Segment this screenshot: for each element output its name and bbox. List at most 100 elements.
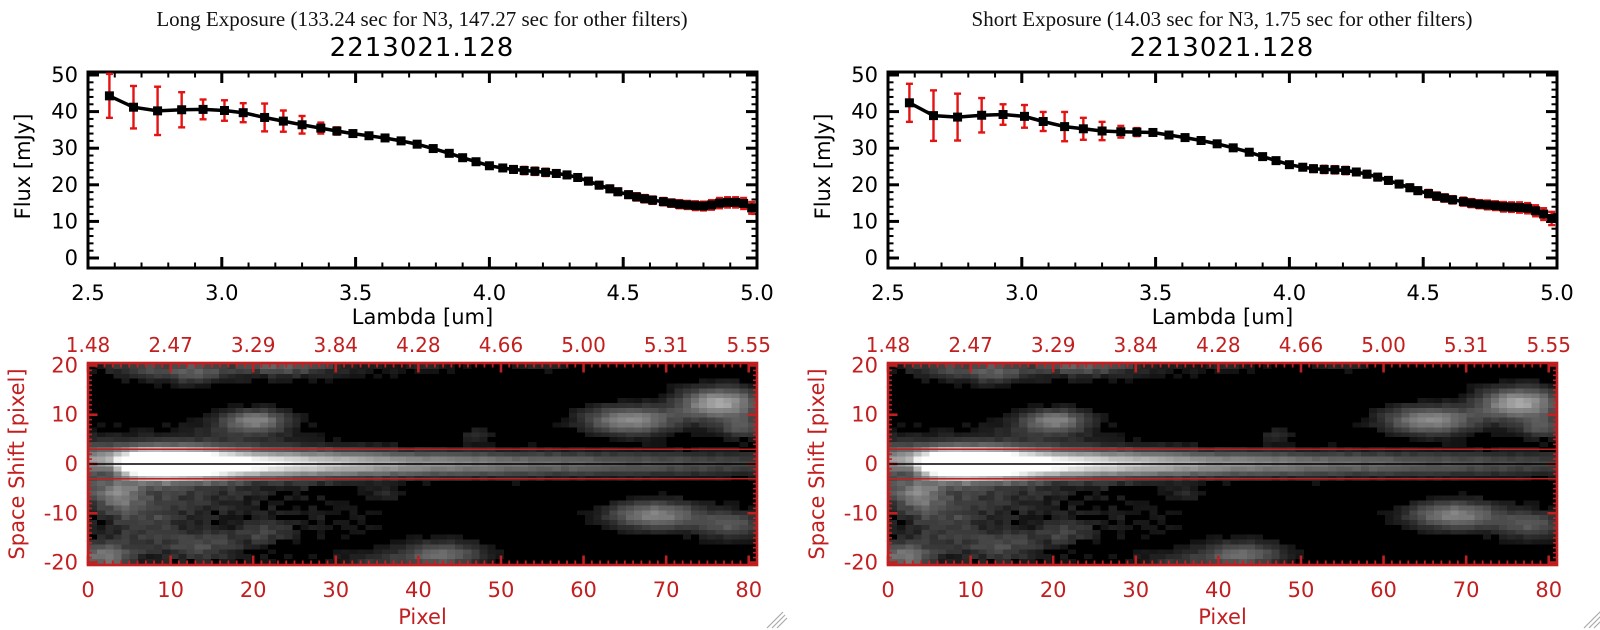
error-bars — [905, 82, 1556, 227]
y-tick-label: 40 — [51, 100, 78, 124]
space-shift-tick-label: -20 — [44, 551, 78, 575]
x-axis-title: Lambda [um] — [352, 305, 493, 329]
y-tick-label: 30 — [51, 136, 78, 160]
space-shift-tick-label: 0 — [865, 452, 878, 476]
pixel-tick-label: 0 — [881, 578, 894, 602]
observation-id-label: 2213021.128 — [329, 33, 515, 63]
spectrum-plot: 2.5 3.0 3.5 4.0 4.5 5.0 0 10 20 30 40 50 Lambda [um]… — [811, 63, 1574, 329]
wavelength-top-label: 3.29 — [1031, 333, 1076, 357]
x-tick-label: 3.0 — [1005, 281, 1038, 305]
pixel-tick-label: 50 — [488, 578, 515, 602]
wavelength-top-label: 4.66 — [479, 333, 524, 357]
pixel-tick-label: 60 — [570, 578, 597, 602]
wavelength-top-label: 3.29 — [231, 333, 276, 357]
wavelength-top-label: 1.48 — [866, 333, 911, 357]
y-tick-label: 50 — [851, 63, 878, 87]
pixel-tick-label: 40 — [405, 578, 432, 602]
image-x-axis-title: Pixel — [1198, 605, 1247, 629]
wavelength-top-label: 5.00 — [1361, 333, 1406, 357]
y-tick-label: 10 — [851, 209, 878, 233]
y-tick-label: 50 — [51, 63, 78, 87]
spectrum-plot: 2.5 3.0 3.5 4.0 4.5 5.0 0 10 20 30 40 50 Lambda [um]… — [11, 63, 774, 329]
y-tick-label: 0 — [65, 246, 78, 270]
x-tick-label: 4.0 — [473, 281, 506, 305]
spectrum-ticks — [86, 72, 759, 268]
wavelength-top-label: 4.28 — [396, 333, 441, 357]
y-axis-title: Flux [mJy] — [11, 114, 35, 220]
x-tick-label: 2.5 — [71, 281, 104, 305]
space-shift-tick-label: 10 — [51, 403, 78, 427]
wavelength-top-label: 1.48 — [66, 333, 111, 357]
x-tick-label: 3.5 — [1139, 281, 1172, 305]
image-x-axis-title: Pixel — [398, 605, 447, 629]
wavelength-top-label: 5.55 — [1526, 333, 1571, 357]
wavelength-top-label: 3.84 — [314, 333, 359, 357]
space-shift-tick-label: 20 — [51, 353, 78, 377]
x-tick-label: 4.5 — [1406, 281, 1439, 305]
spectrum-markers — [904, 98, 1557, 223]
wavelength-top-label: 5.55 — [726, 333, 771, 357]
wavelength-top-label: 5.31 — [1444, 333, 1489, 357]
y-tick-label: 10 — [51, 209, 78, 233]
x-tick-label: 5.0 — [1540, 281, 1573, 305]
pixel-tick-label: 40 — [1205, 578, 1232, 602]
pixel-tick-label: 10 — [957, 578, 984, 602]
spectrum-line — [108, 94, 753, 210]
panel-title-long-exposure: Long Exposure (133.24 sec for N3, 147.27… — [156, 7, 688, 31]
2d-spectral-image — [889, 364, 1556, 564]
wavelength-top-label: 4.28 — [1196, 333, 1241, 357]
panel-title-short-exposure: Short Exposure (14.03 sec for N3, 1.75 s… — [971, 7, 1473, 31]
pixel-tick-label: 20 — [240, 578, 267, 602]
pixel-tick-label: 80 — [735, 578, 762, 602]
x-tick-label: 4.0 — [1273, 281, 1306, 305]
window-resize-grip[interactable] — [763, 610, 789, 630]
spectrum-line — [908, 101, 1553, 221]
x-tick-label: 3.5 — [339, 281, 372, 305]
y-tick-label: 0 — [865, 246, 878, 270]
y-tick-label: 20 — [51, 173, 78, 197]
wavelength-top-label: 5.31 — [644, 333, 689, 357]
wavelength-top-label: 5.00 — [561, 333, 606, 357]
x-tick-label: 5.0 — [740, 281, 773, 305]
image-y-axis-title: Space Shift [pixel] — [805, 368, 829, 559]
space-shift-tick-label: -10 — [844, 501, 878, 525]
pixel-tick-label: 30 — [322, 578, 349, 602]
2d-spectral-image — [89, 364, 756, 564]
y-axis-title: Flux [mJy] — [811, 114, 835, 220]
y-tick-label: 30 — [851, 136, 878, 160]
x-tick-label: 2.5 — [871, 281, 904, 305]
spectrum-frame — [886, 70, 1559, 270]
y-tick-label: 20 — [851, 173, 878, 197]
pixel-tick-label: 20 — [1040, 578, 1067, 602]
pixel-tick-label: 70 — [653, 578, 680, 602]
pixel-tick-label: 0 — [81, 578, 94, 602]
x-tick-label: 4.5 — [606, 281, 639, 305]
pixel-tick-label: 30 — [1122, 578, 1149, 602]
pixel-tick-label: 50 — [1288, 578, 1315, 602]
y-tick-label: 40 — [851, 100, 878, 124]
long-exposure-panel: Long Exposure (133.24 sec for N3, 147.27… — [5, 7, 789, 630]
error-bars — [105, 72, 756, 215]
space-shift-tick-label: 0 — [65, 452, 78, 476]
x-tick-label: 3.0 — [205, 281, 238, 305]
wavelength-top-label: 2.47 — [148, 333, 193, 357]
image-y-axis-title: Space Shift [pixel] — [5, 368, 29, 559]
wavelength-top-label: 2.47 — [948, 333, 993, 357]
spectrum-markers — [104, 91, 757, 213]
spectrum-ticks — [886, 72, 1559, 268]
space-shift-tick-label: 20 — [851, 353, 878, 377]
pixel-tick-label: 10 — [157, 578, 184, 602]
space-shift-tick-label: -20 — [844, 551, 878, 575]
pixel-tick-label: 80 — [1535, 578, 1562, 602]
observation-id-label: 2213021.128 — [1129, 33, 1315, 63]
pixel-tick-label: 60 — [1370, 578, 1397, 602]
space-shift-tick-label: 10 — [851, 403, 878, 427]
x-axis-title: Lambda [um] — [1152, 305, 1293, 329]
wavelength-top-label: 3.84 — [1114, 333, 1159, 357]
space-shift-tick-label: -10 — [44, 501, 78, 525]
wavelength-top-label: 4.66 — [1279, 333, 1324, 357]
spectrum-frame — [86, 70, 759, 270]
pixel-tick-label: 70 — [1453, 578, 1480, 602]
window-resize-grip[interactable] — [1582, 606, 1600, 630]
